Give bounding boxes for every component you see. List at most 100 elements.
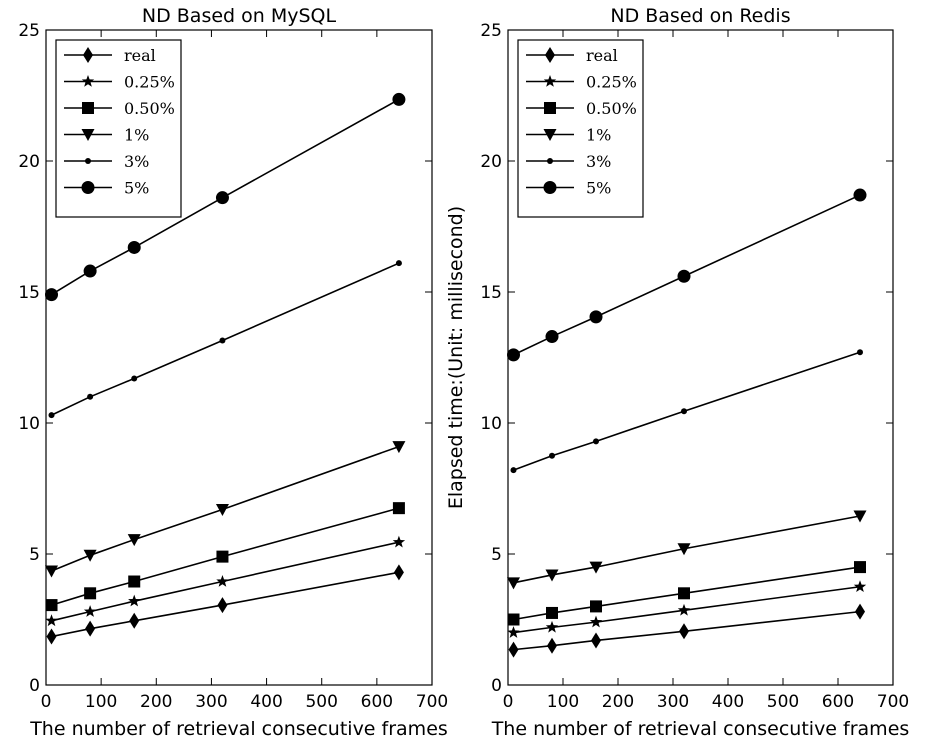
series-5% [507, 188, 867, 362]
data-point [87, 393, 94, 400]
x-tick-label: 100 [85, 692, 117, 712]
legend: real 0.25% 0.50% 1% 3% 5% [55, 39, 182, 218]
y-tick-label: 15 [480, 283, 502, 303]
y-tick-label: 20 [18, 152, 40, 172]
legend-marker [543, 75, 557, 87]
data-point [393, 564, 404, 581]
series-0.25% [507, 580, 867, 638]
y-tick-label: 0 [491, 676, 502, 696]
data-point [83, 264, 97, 278]
series-real [46, 564, 404, 645]
y-axis-label: Elapsed time:(Unit: millisecond) [445, 206, 467, 509]
data-point [589, 615, 603, 628]
x-axis-label: The number of retrieval consecutive fram… [491, 718, 910, 740]
legend-item: 1% [64, 126, 149, 145]
legend-item: 5% [64, 179, 149, 198]
data-point [679, 623, 689, 640]
data-point [678, 587, 690, 600]
x-tick-label: 500 [305, 692, 337, 712]
data-point [853, 580, 867, 593]
legend-item: 3% [526, 152, 611, 171]
data-point [216, 550, 229, 563]
x-tick-label: 500 [767, 692, 799, 712]
data-point [48, 412, 55, 419]
data-point [853, 188, 867, 202]
x-tick-label: 700 [877, 692, 909, 712]
legend-item: 0.25% [526, 73, 637, 92]
data-point [395, 260, 402, 267]
series-1% [45, 441, 406, 578]
x-tick-label: 100 [547, 692, 579, 712]
data-point [853, 510, 867, 523]
legend-label: 1% [124, 126, 149, 145]
data-point [45, 599, 58, 612]
data-point [677, 269, 691, 283]
series-0.50% [45, 502, 405, 612]
legend-marker [81, 75, 95, 87]
legend-marker [545, 47, 555, 63]
legend-marker [83, 47, 93, 63]
y-tick-label: 15 [18, 283, 40, 303]
legend-marker [81, 129, 95, 141]
x-tick-label: 200 [602, 692, 634, 712]
x-tick-label: 300 [195, 692, 227, 712]
x-tick-label: 0 [41, 692, 52, 712]
data-point [545, 620, 559, 633]
y-tick-label: 0 [29, 676, 40, 696]
data-point [215, 503, 229, 516]
x-tick-label: 600 [822, 692, 854, 712]
data-point [677, 543, 691, 556]
series-3% [48, 260, 402, 419]
x-tick-label: 0 [503, 692, 514, 712]
legend-marker [85, 158, 91, 164]
y-tick-label: 25 [480, 21, 502, 41]
data-point [392, 502, 405, 515]
x-tick-label: 400 [712, 692, 744, 712]
data-point [45, 614, 58, 627]
legend-label: 5% [586, 179, 611, 198]
data-point [546, 606, 558, 619]
data-point [545, 330, 559, 344]
legend-item: 0.25% [64, 73, 175, 92]
data-point [590, 600, 602, 613]
data-point [219, 337, 226, 344]
data-point [507, 348, 520, 362]
legend-label: 3% [124, 152, 149, 171]
legend-marker [81, 181, 95, 194]
series-3% [510, 349, 863, 474]
data-point [593, 438, 599, 445]
legend-label: 3% [586, 152, 611, 171]
data-point [677, 603, 691, 616]
data-point [589, 561, 603, 574]
legend-item: 5% [526, 179, 611, 198]
legend-label: 1% [586, 126, 611, 145]
plot-frame [45, 29, 433, 686]
data-point [83, 549, 97, 562]
data-point [392, 441, 406, 454]
data-point [547, 637, 557, 654]
data-point [128, 575, 141, 588]
y-tick-label: 5 [29, 545, 40, 565]
data-point [128, 594, 141, 607]
legend-label: 0.25% [586, 73, 637, 92]
series-1% [507, 510, 867, 590]
data-point [46, 628, 57, 645]
series-line [51, 262, 400, 416]
legend-marker [544, 102, 556, 114]
y-tick-label: 5 [491, 545, 502, 565]
data-point [545, 569, 559, 582]
data-point [216, 575, 229, 587]
y-tick-label: 20 [480, 152, 502, 172]
data-point [507, 613, 520, 626]
x-tick-label: 200 [140, 692, 172, 712]
x-tick-label: 400 [250, 692, 282, 712]
x-tick-label: 700 [416, 692, 448, 712]
data-point [507, 626, 520, 638]
legend-marker [543, 181, 557, 194]
legend: real 0.25% 0.50% 1% 3% 5% [517, 39, 644, 218]
legend-item: 3% [64, 152, 149, 171]
legend-marker [547, 158, 553, 164]
legend-label: real [586, 46, 618, 65]
x-tick-label: 300 [657, 692, 689, 712]
